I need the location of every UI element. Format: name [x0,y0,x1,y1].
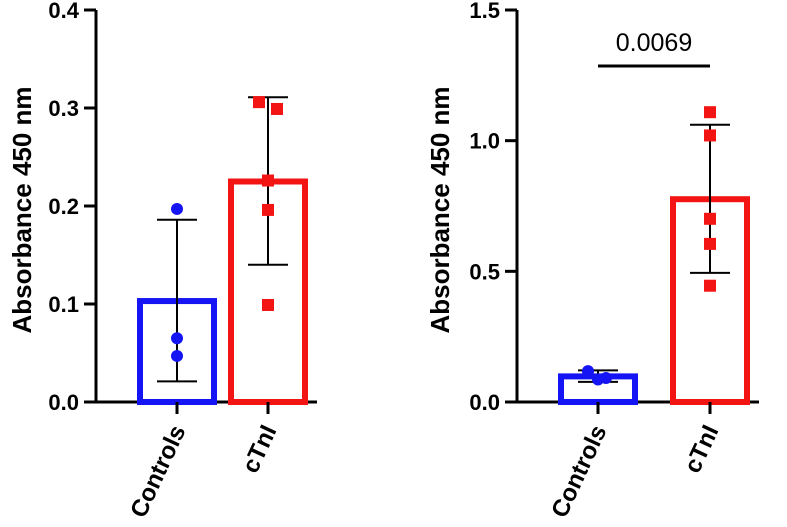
y-axis-label: Absorbance 450 nm [425,86,455,333]
data-point [262,174,274,187]
y-tick-label: 0.0 [48,390,79,415]
data-point [262,298,274,311]
data-point [704,106,716,119]
y-tick-label: 0.1 [48,292,79,317]
x-category-label: Controls [546,421,612,522]
y-tick-label: 0.3 [48,96,79,121]
left-chart-panel: 0.0 0.1 0.2 0.3 0.4 Absorbance 450 nm Controls… [7,0,317,522]
data-point [262,203,274,216]
data-point [582,365,594,378]
data-point [704,237,716,250]
y-tick-label: 0.2 [48,194,79,219]
y-tick-label: 1.5 [469,0,500,23]
p-value-label: 0.0069 [616,29,692,57]
data-point [253,96,265,109]
data-point [704,212,716,225]
data-point [171,349,183,362]
y-tick-label: 0.0 [469,390,500,415]
data-point [704,129,716,142]
x-category-label: cTnI [237,421,282,477]
x-category-label: cTnI [679,421,724,477]
y-tick-label: 0.4 [48,0,79,23]
data-point [704,279,716,292]
data-point [171,202,183,215]
right-chart-panel: 0.0 0.5 1.0 1.5 Absorbance 450 nm Controls cTn… [425,0,759,522]
y-tick-label: 1.0 [469,129,500,154]
data-point [171,332,183,345]
x-category-label: Controls [125,421,191,522]
data-point [592,373,604,386]
y-axis-label: Absorbance 450 nm [7,86,37,333]
data-point [271,102,283,115]
y-tick-label: 0.5 [469,259,500,284]
